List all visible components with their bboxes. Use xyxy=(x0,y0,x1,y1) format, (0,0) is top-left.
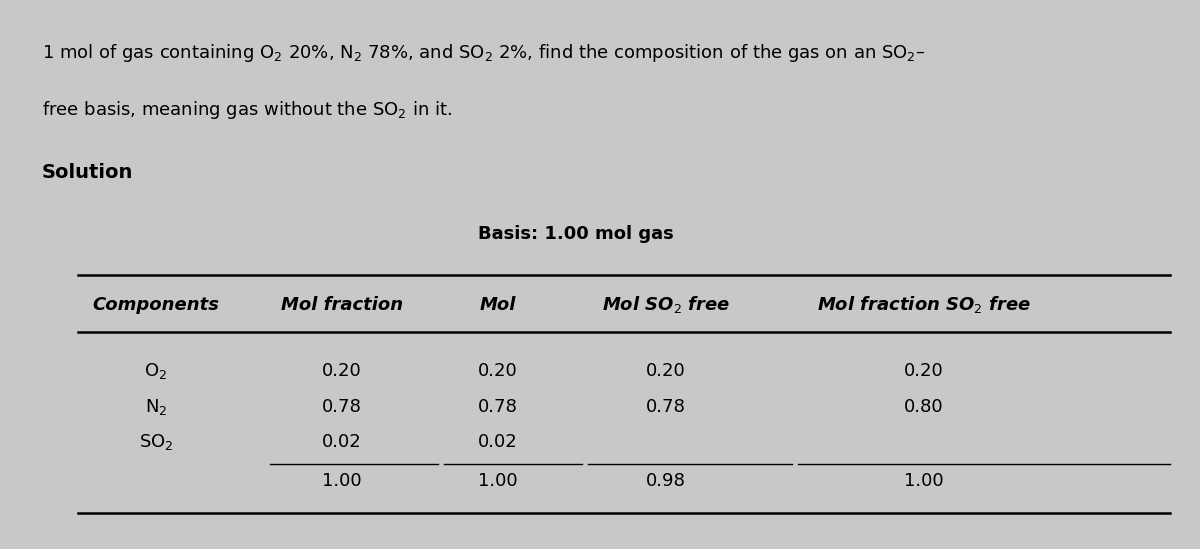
Text: 0.80: 0.80 xyxy=(904,397,944,416)
Text: N$_2$: N$_2$ xyxy=(145,397,167,417)
Text: 0.20: 0.20 xyxy=(904,362,944,380)
Text: 0.78: 0.78 xyxy=(646,397,686,416)
Text: free basis, meaning gas without the SO$_2$ in it.: free basis, meaning gas without the SO$_… xyxy=(42,99,452,121)
Text: Mol SO$_2$ free: Mol SO$_2$ free xyxy=(602,294,730,315)
Text: Basis: 1.00 mol gas: Basis: 1.00 mol gas xyxy=(478,225,674,243)
Text: 0.20: 0.20 xyxy=(478,362,518,380)
Text: 1 mol of gas containing O$_2$ 20%, N$_2$ 78%, and SO$_2$ 2%, find the compositio: 1 mol of gas containing O$_2$ 20%, N$_2$… xyxy=(42,42,925,64)
Text: 1.00: 1.00 xyxy=(904,472,944,490)
Text: O$_2$: O$_2$ xyxy=(144,361,168,381)
Text: Mol: Mol xyxy=(480,296,516,314)
Text: Components: Components xyxy=(92,296,220,314)
Text: 0.20: 0.20 xyxy=(646,362,686,380)
Text: Solution: Solution xyxy=(42,164,133,182)
Text: 1.00: 1.00 xyxy=(322,472,362,490)
Text: SO$_2$: SO$_2$ xyxy=(139,433,173,452)
Text: 0.98: 0.98 xyxy=(646,472,686,490)
Text: 1.00: 1.00 xyxy=(478,472,518,490)
Text: 0.02: 0.02 xyxy=(478,433,518,451)
Text: 0.20: 0.20 xyxy=(322,362,362,380)
Text: Mol fraction: Mol fraction xyxy=(281,296,403,314)
Text: Mol fraction SO$_2$ free: Mol fraction SO$_2$ free xyxy=(817,294,1031,315)
Text: 0.78: 0.78 xyxy=(322,397,362,416)
Text: 0.78: 0.78 xyxy=(478,397,518,416)
Text: 0.02: 0.02 xyxy=(322,433,362,451)
